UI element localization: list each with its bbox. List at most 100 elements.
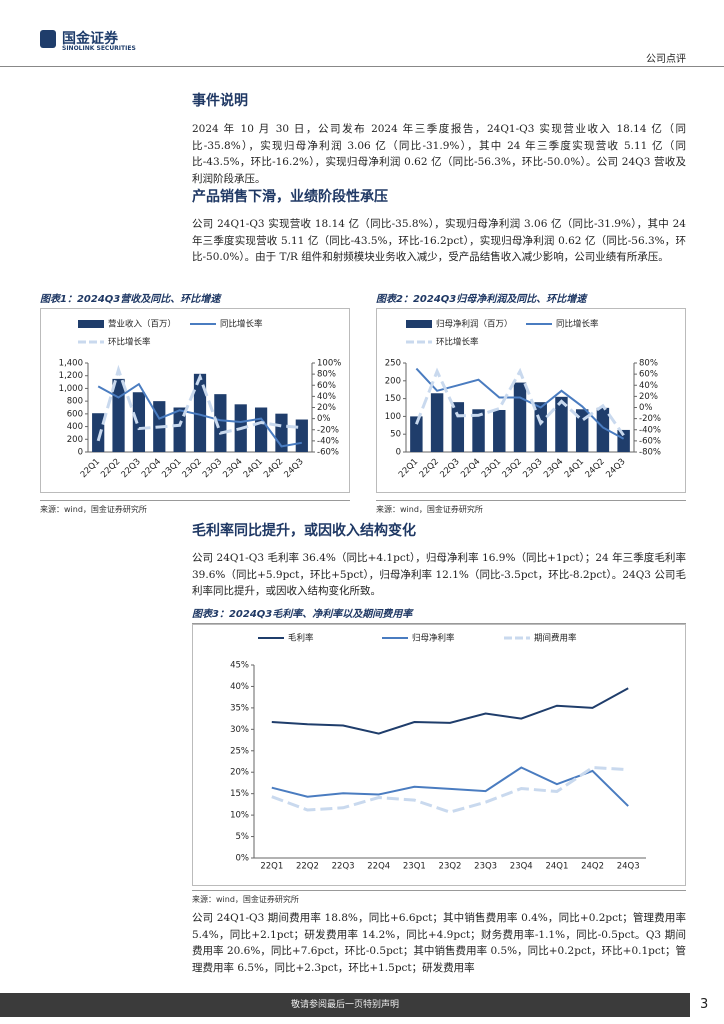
x-tick-label: 22Q3 xyxy=(438,457,461,480)
line-series xyxy=(97,382,302,448)
figure-title: 图表2：2024Q3归母净利润及同比、环比增速 xyxy=(376,290,686,309)
line-series xyxy=(271,765,629,814)
section-heading: 产品销售下滑，业绩阶段性承压 xyxy=(192,189,388,205)
y-tick-label: 40% xyxy=(317,392,336,402)
chart: 0 200 400 600 800 1,000 1,200 1,400 -60% -40%-20%… xyxy=(40,308,350,493)
y-tick-label: 10% xyxy=(230,811,249,821)
y-tick-label: 600 xyxy=(67,409,83,419)
figure-source: 来源：wind，国金证券研究所 xyxy=(376,500,686,515)
paragraph: 公司 24Q1-Q3 毛利率 36.4%（同比+4.1pct），归母净利率 16… xyxy=(192,552,686,597)
legend-label: 毛利率 xyxy=(288,633,314,644)
chart-frame xyxy=(40,308,350,493)
y-tick-label: 25% xyxy=(230,746,249,756)
bar xyxy=(513,382,527,452)
y-tick-label: -60% xyxy=(639,436,661,446)
figure-title: 图表1：2024Q3营收及同比、环比增速 xyxy=(40,290,350,309)
x-tick-label: 23Q3 xyxy=(201,457,224,480)
footer-disclaimer: 敬请参阅最后一页特别声明 xyxy=(0,993,690,1017)
x-tick-label: 23Q1 xyxy=(403,862,426,872)
y-tick-label: 80% xyxy=(317,370,336,380)
y-tick-label: 400 xyxy=(67,422,83,432)
bar xyxy=(214,394,227,452)
y-tick-label: -60% xyxy=(317,448,339,458)
x-tick-label: 22Q1 xyxy=(79,457,102,480)
x-tick-label: 23Q4 xyxy=(542,457,565,480)
x-tick-label: 23Q1 xyxy=(480,457,503,480)
section-heading: 毛利率同比提升，或因收入结构变化 xyxy=(192,523,416,539)
bar xyxy=(132,392,146,452)
y-tick-label: 40% xyxy=(639,381,658,391)
header-rule xyxy=(0,66,724,67)
y-tick-label: 100 xyxy=(385,412,401,422)
bar xyxy=(410,416,423,452)
legend-label: 环比增长率 xyxy=(436,337,479,348)
paragraph: 2024 年 10 月 30 日，公司发布 2024 年三季度报告，24Q1-Q… xyxy=(192,123,686,185)
x-tick-label: 22Q2 xyxy=(296,862,319,872)
x-tick-label: 24Q3 xyxy=(604,457,627,480)
line-series xyxy=(271,687,629,735)
x-tick-label: 22Q4 xyxy=(140,457,163,480)
bar xyxy=(173,407,186,452)
y-tick-label: 0 xyxy=(396,448,401,458)
paragraph: 公司 24Q1-Q3 实现营收 18.14 亿（同比-35.8%），实现归母净利… xyxy=(192,218,686,263)
legend-label: 同比增长率 xyxy=(220,319,263,330)
bar xyxy=(534,402,547,452)
x-tick-label: 22Q3 xyxy=(332,862,355,872)
y-tick-label: 20% xyxy=(317,403,336,413)
y-tick-label: 0% xyxy=(236,854,250,864)
doc-type: 公司点评 xyxy=(646,54,686,65)
page-number: 3 xyxy=(700,997,709,1012)
y-tick-label: 40% xyxy=(230,682,249,692)
x-tick-label: 23Q3 xyxy=(474,862,497,872)
legend-swatch xyxy=(406,320,432,328)
y-tick-label: -20% xyxy=(317,425,339,435)
x-tick-label: 22Q1 xyxy=(260,862,283,872)
y-tick-label: 0 xyxy=(78,448,83,458)
x-tick-label: 22Q2 xyxy=(99,457,122,480)
x-tick-label: 24Q1 xyxy=(563,457,586,480)
bar xyxy=(112,378,125,452)
bar xyxy=(430,393,444,452)
x-tick-label: 24Q3 xyxy=(617,862,640,872)
legend-swatch xyxy=(78,320,104,328)
y-tick-label: -80% xyxy=(639,448,661,458)
legend-label: 营业收入（百万） xyxy=(108,319,176,330)
bar xyxy=(295,419,308,452)
bar xyxy=(92,413,105,452)
y-tick-label: 100% xyxy=(317,359,341,369)
figure-title: 图表3：2024Q3毛利率、净利率以及期间费用率 xyxy=(192,605,686,624)
chart-frame xyxy=(192,624,686,886)
y-tick-label: 60% xyxy=(317,381,336,391)
line-series xyxy=(415,367,625,440)
logo-icon xyxy=(40,30,56,48)
bar xyxy=(617,429,630,452)
legend-label: 同比增长率 xyxy=(556,319,599,330)
x-tick-label: 23Q3 xyxy=(521,457,544,480)
bar xyxy=(493,409,506,452)
x-tick-label: 22Q1 xyxy=(397,457,420,480)
x-tick-label: 23Q1 xyxy=(160,457,183,480)
y-tick-label: 800 xyxy=(67,397,83,407)
bar xyxy=(555,396,568,452)
y-tick-label: 1,000 xyxy=(59,384,83,394)
y-tick-label: 1,200 xyxy=(59,371,83,381)
y-tick-label: 20% xyxy=(639,392,658,402)
x-tick-label: 23Q4 xyxy=(221,457,244,480)
bar xyxy=(596,407,610,452)
y-tick-label: 50 xyxy=(390,430,401,440)
x-tick-label: 22Q3 xyxy=(120,457,143,480)
bar xyxy=(254,407,268,452)
x-tick-label: 23Q2 xyxy=(501,457,524,480)
y-tick-label: 60% xyxy=(639,370,658,380)
figure-source: 来源：wind，国金证券研究所 xyxy=(192,890,686,905)
line-series xyxy=(96,364,302,442)
legend-label: 归母净利率 xyxy=(412,633,455,644)
line-series xyxy=(271,766,629,807)
legend-label: 期间费用率 xyxy=(534,633,577,644)
y-tick-label: 45% xyxy=(230,661,249,671)
paragraph: 公司 24Q1-Q3 期间费用率 18.8%，同比+6.6pct；其中销售费用率… xyxy=(192,912,686,974)
x-tick-label: 24Q2 xyxy=(262,457,285,480)
y-tick-label: 150 xyxy=(385,394,401,404)
y-tick-label: 200 xyxy=(67,435,83,445)
